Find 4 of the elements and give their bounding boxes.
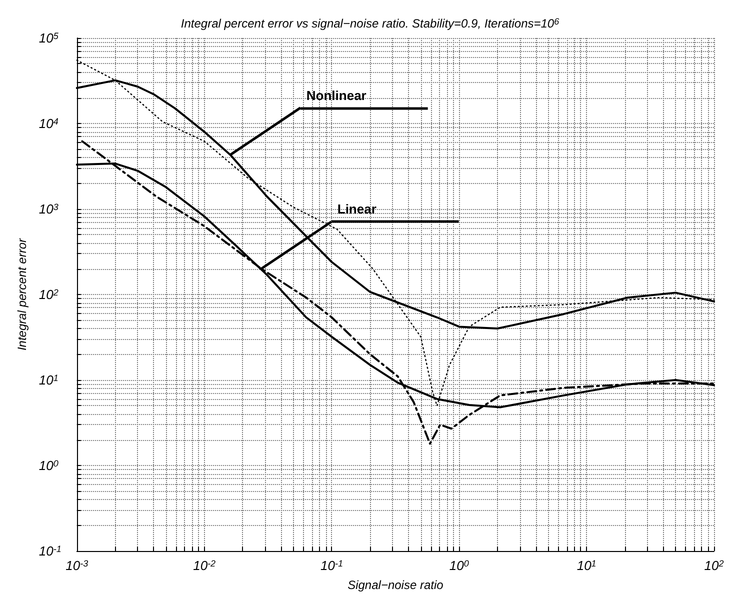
x-axis-title: Signal−noise ratio: [348, 578, 444, 592]
annotation: Linear: [337, 202, 376, 217]
annotation: Nonlinear: [306, 88, 366, 103]
y-axis-title: Integral percent error: [15, 237, 29, 351]
